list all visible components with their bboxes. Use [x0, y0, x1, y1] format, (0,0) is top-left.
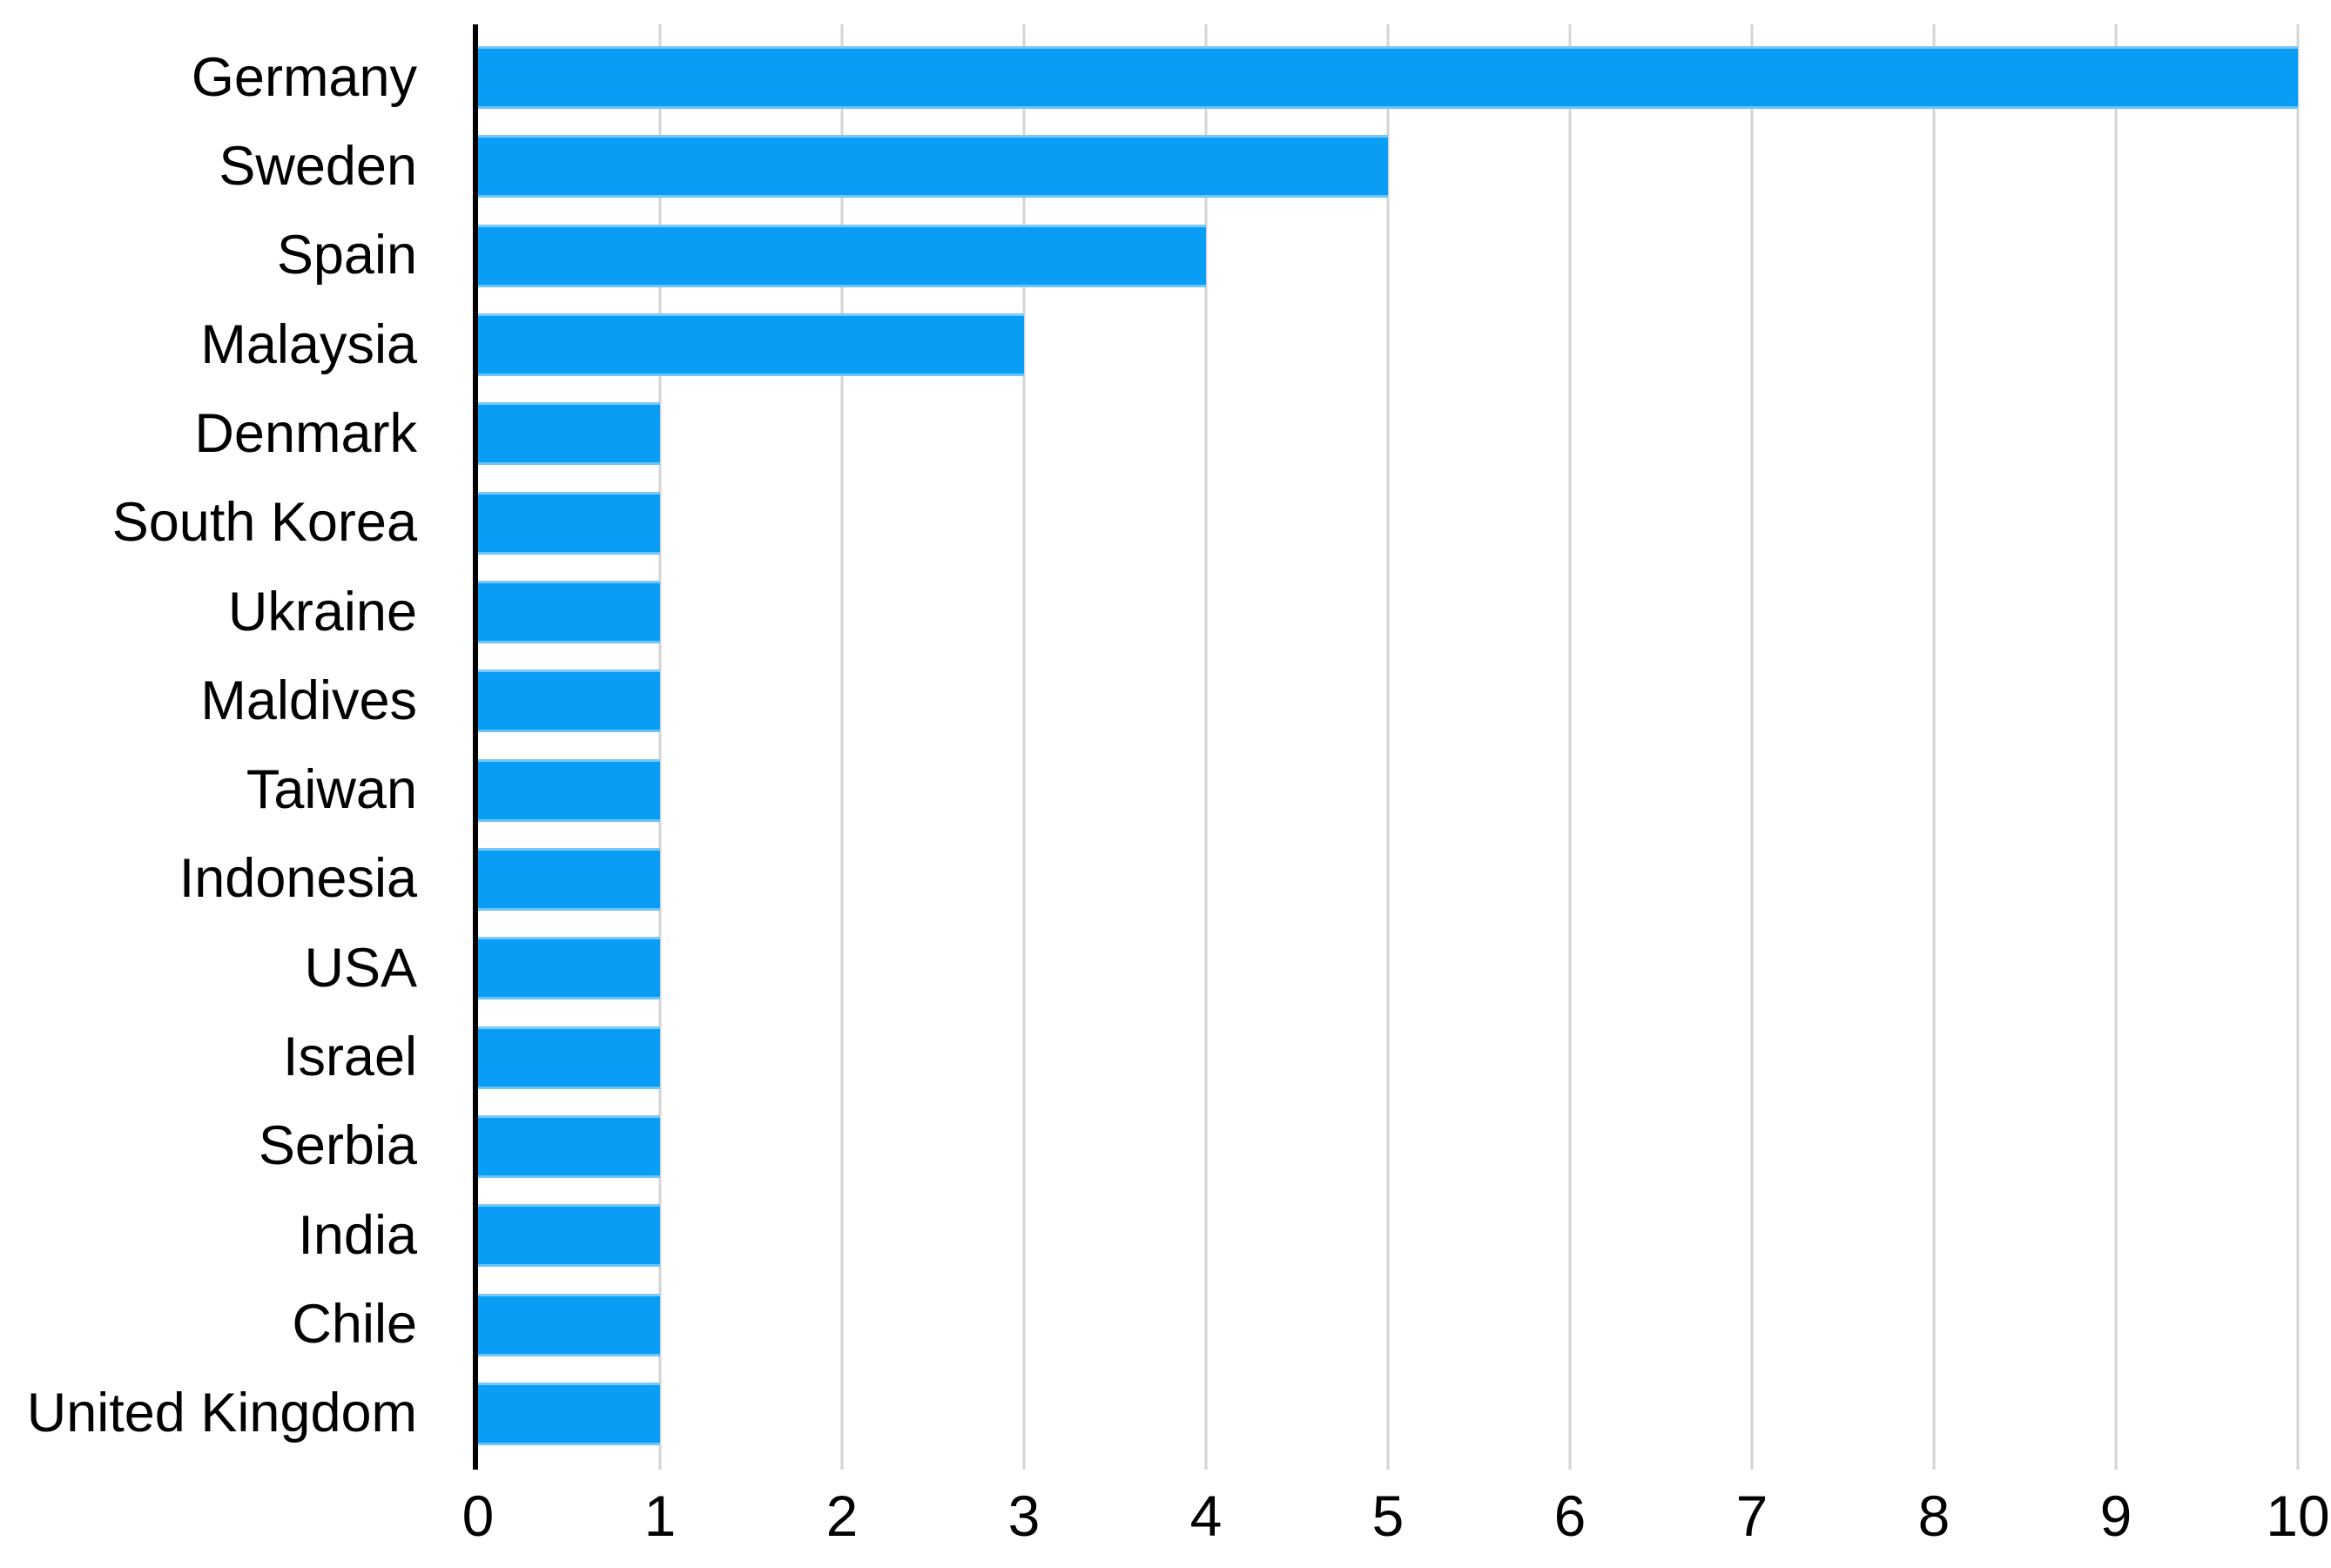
category-label: Germany	[191, 46, 417, 108]
bar	[478, 758, 660, 822]
bar-row: Chile	[0, 1280, 2331, 1369]
bar-track	[478, 479, 2298, 568]
bar-track	[478, 835, 2298, 924]
bar-row: USA	[0, 924, 2331, 1013]
bar-track	[478, 746, 2298, 835]
bar-row: Indonesia	[0, 835, 2331, 924]
bar-row: Ukraine	[0, 568, 2331, 656]
y-axis-line	[473, 24, 478, 1470]
bar	[478, 1204, 660, 1268]
bar	[478, 937, 660, 1000]
bar-row: Serbia	[0, 1102, 2331, 1191]
bar-row: South Korea	[0, 479, 2331, 568]
bar-track	[478, 656, 2298, 745]
bar	[478, 670, 660, 733]
bar	[478, 581, 660, 644]
bar-row: Germany	[0, 33, 2331, 122]
category-label: Israel	[282, 1026, 417, 1088]
bar-track	[478, 122, 2298, 211]
bar	[478, 1293, 660, 1356]
gridline	[658, 24, 662, 1470]
gridline	[2296, 24, 2300, 1470]
gridline	[1386, 24, 1390, 1470]
x-tick-label: 3	[1007, 1484, 1041, 1548]
category-label: Indonesia	[179, 848, 417, 910]
category-label: Serbia	[258, 1115, 417, 1177]
bar-row: Denmark	[0, 389, 2331, 478]
bar-row: Maldives	[0, 656, 2331, 745]
gridline	[2114, 24, 2118, 1470]
bar-track	[478, 212, 2298, 300]
bar-track	[478, 300, 2298, 389]
bar-track	[478, 1013, 2298, 1101]
x-tick-label: 10	[2266, 1484, 2330, 1548]
bar-track	[478, 1191, 2298, 1280]
bar-track	[478, 568, 2298, 656]
bar-track	[478, 33, 2298, 122]
category-label: United Kingdom	[26, 1383, 417, 1444]
category-label: Chile	[292, 1294, 417, 1356]
category-label: Sweden	[219, 135, 417, 197]
gridline	[1750, 24, 1754, 1470]
gridline	[1932, 24, 1936, 1470]
bar-track	[478, 1280, 2298, 1369]
category-label: South Korea	[111, 492, 417, 554]
gridline	[1022, 24, 1026, 1470]
gridline	[1568, 24, 1572, 1470]
bar	[478, 1026, 660, 1089]
bar	[478, 224, 1206, 287]
bar-track	[478, 1369, 2298, 1458]
category-label: Malaysia	[200, 313, 417, 375]
category-label: USA	[304, 937, 417, 999]
category-label: Ukraine	[227, 581, 417, 643]
category-label: Denmark	[194, 402, 417, 464]
x-tick-label: 4	[1189, 1484, 1223, 1548]
bar-track	[478, 389, 2298, 478]
bar	[478, 491, 660, 555]
x-tick-label: 7	[1735, 1484, 1768, 1548]
gridline	[1204, 24, 1208, 1470]
bar-row: Malaysia	[0, 300, 2331, 389]
x-tick-label: 9	[2099, 1484, 2132, 1548]
x-axis-tick-labels: 0 1 2 3 4 5 6 7 8 9 10	[462, 1484, 2330, 1557]
bar	[478, 1114, 660, 1178]
bar	[478, 313, 1024, 377]
x-tick-label: 0	[461, 1484, 495, 1548]
rows: Germany Sweden Spain Malaysia Denmark South K…	[0, 33, 2331, 1458]
gridline	[840, 24, 844, 1470]
x-tick-label: 5	[1371, 1484, 1405, 1548]
x-tick-label: 6	[1553, 1484, 1587, 1548]
bar-track	[478, 1102, 2298, 1191]
gridlines	[478, 24, 2300, 1470]
bar-row: Taiwan	[0, 746, 2331, 835]
bar-row: India	[0, 1191, 2331, 1280]
bar-row: United Kingdom	[0, 1369, 2331, 1458]
bar	[478, 46, 2298, 110]
category-label: Spain	[276, 225, 417, 286]
category-label: Taiwan	[246, 759, 417, 821]
x-tick-label: 2	[825, 1484, 859, 1548]
x-tick-label: 8	[1917, 1484, 1950, 1548]
bar-row: Spain	[0, 212, 2331, 300]
bar	[478, 402, 660, 466]
category-label: India	[298, 1204, 417, 1266]
bar	[478, 847, 660, 911]
bar	[478, 135, 1388, 199]
bar-track	[478, 924, 2298, 1013]
bar	[478, 1382, 660, 1445]
category-label: Maldives	[200, 670, 417, 731]
bar-row: Israel	[0, 1013, 2331, 1101]
bar-row: Sweden	[0, 122, 2331, 211]
x-tick-label: 1	[643, 1484, 677, 1548]
